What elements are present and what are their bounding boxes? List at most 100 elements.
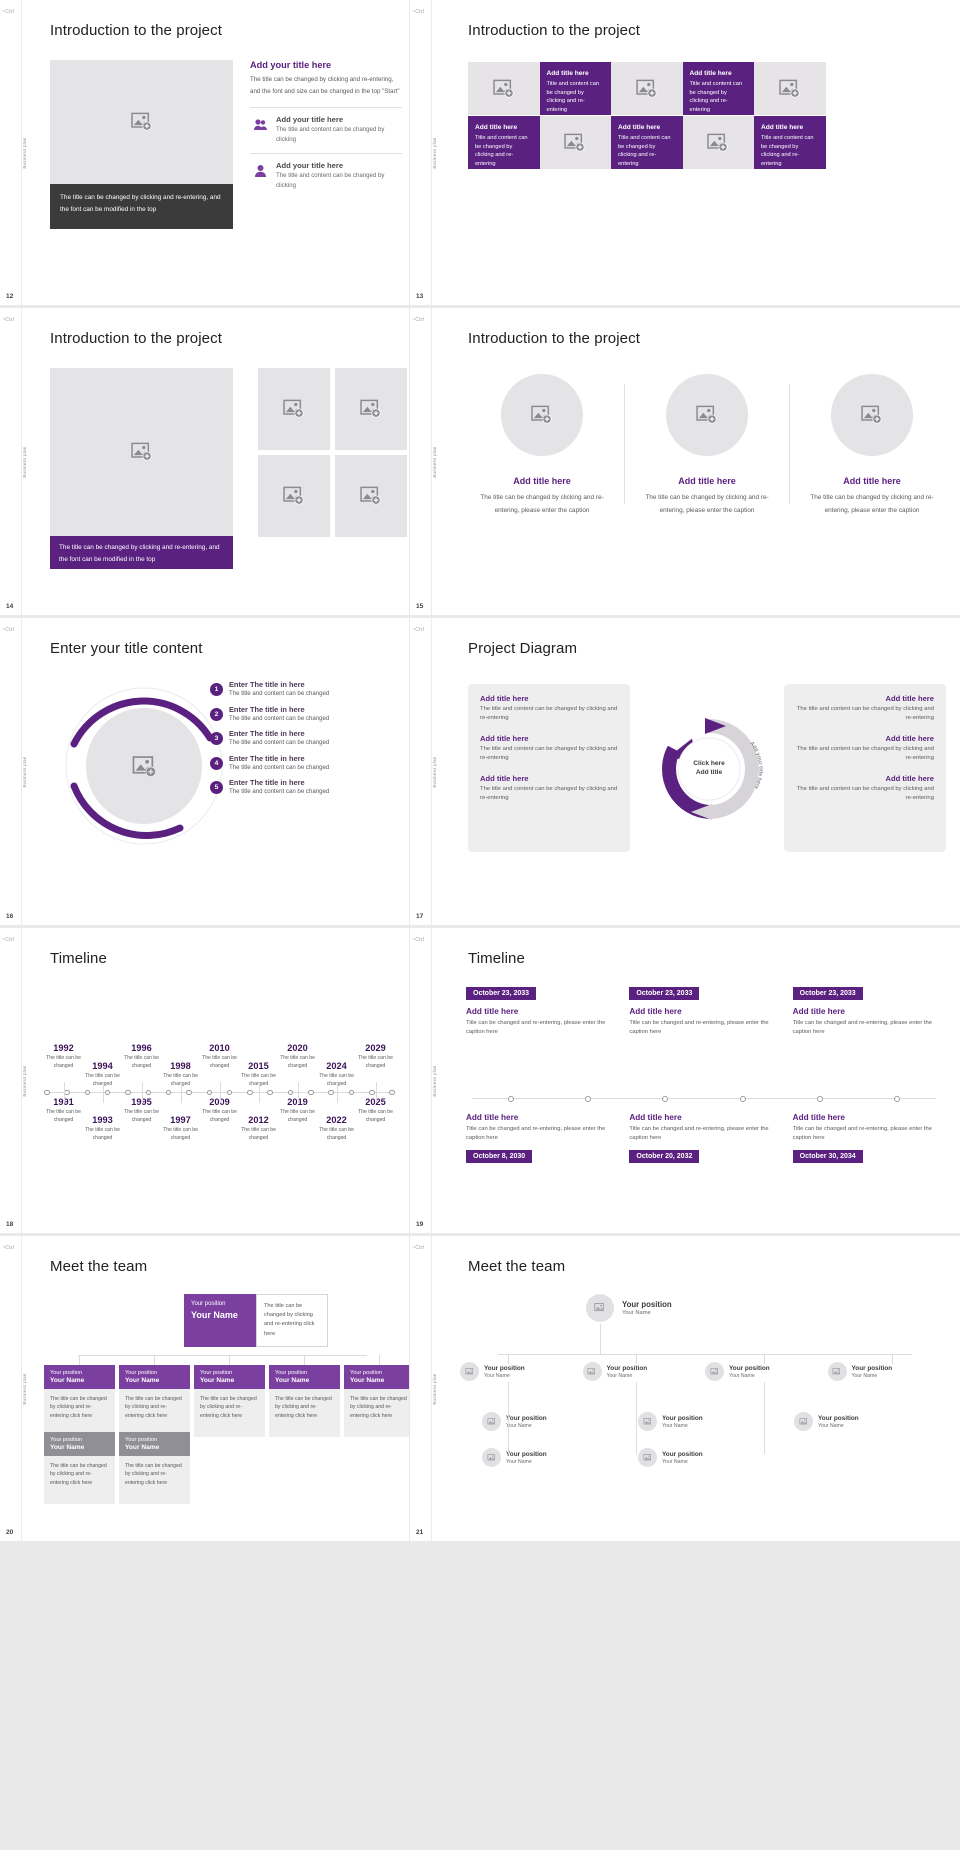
text-block[interactable]: Add title here The title and content can …: [796, 774, 934, 804]
timeline-card[interactable]: Add title here Title can be changed and …: [792, 1106, 942, 1163]
timeline-dot[interactable]: [507, 1095, 514, 1102]
image-placeholder-small[interactable]: [335, 368, 407, 450]
image-placeholder[interactable]: [539, 116, 611, 169]
org-card[interactable]: Your position Your Name The title can be …: [269, 1365, 340, 1437]
timeline-dot[interactable]: [186, 1089, 192, 1096]
text-block[interactable]: Add title here The title and content can …: [480, 734, 618, 764]
org-node[interactable]: Your position Your Name: [582, 1362, 706, 1381]
feature-row[interactable]: Add your title here The title and conten…: [250, 106, 402, 145]
timeline-event[interactable]: 1993 The title can be changed: [83, 1088, 122, 1142]
slide-thumbnail-18[interactable]: ~Ctrl Business plan Timeline 1992 The tit…: [0, 928, 409, 1233]
timeline-card[interactable]: Add title here Title can be changed and …: [466, 1106, 615, 1163]
timeline-dot[interactable]: [369, 1089, 375, 1096]
image-placeholder-small[interactable]: [258, 368, 330, 450]
timeline-card[interactable]: Add title here Title can be changed and …: [629, 1106, 778, 1163]
timeline-dot[interactable]: [584, 1095, 591, 1102]
slide-thumbnail-17[interactable]: ~Ctrl Business plan Project Diagram Add …: [410, 618, 960, 925]
org-card[interactable]: Your position Your Name The title can be …: [119, 1432, 190, 1504]
image-placeholder-circle[interactable]: [501, 374, 583, 456]
feature-row[interactable]: Add your title here The title and conten…: [250, 152, 402, 191]
org-node[interactable]: Your position Your Name: [638, 1412, 794, 1431]
timeline-event[interactable]: 1991 The title can be changed: [44, 1088, 83, 1124]
org-node[interactable]: Your position Your Name: [794, 1412, 950, 1431]
text-tile[interactable]: Add title here Title and content can be c…: [682, 62, 754, 115]
image-placeholder-small[interactable]: [335, 455, 407, 537]
timeline-dot[interactable]: [816, 1095, 823, 1102]
list-item[interactable]: 1 Enter The title in here The title and …: [210, 680, 405, 697]
timeline-dot[interactable]: [247, 1089, 253, 1096]
timeline-event[interactable]: 2010 The title can be changed: [200, 1043, 239, 1096]
timeline-card[interactable]: October 23, 2033 Add title here Title ca…: [629, 982, 778, 1037]
image-placeholder[interactable]: [754, 62, 826, 115]
org-head[interactable]: Your position Your Name: [586, 1294, 672, 1322]
timeline-event[interactable]: 2022 The title can be changed: [317, 1088, 356, 1142]
org-node[interactable]: Your position Your Name: [827, 1362, 951, 1381]
timeline-card[interactable]: October 23, 2033 Add title here Title ca…: [792, 982, 942, 1037]
timeline-event[interactable]: 2020 The title can be changed: [278, 1043, 317, 1096]
timeline-card[interactable]: October 23, 2033 Add title here Title ca…: [466, 982, 615, 1037]
timeline-dot[interactable]: [308, 1089, 314, 1096]
image-placeholder-small[interactable]: [258, 455, 330, 537]
timeline-dot[interactable]: [44, 1089, 50, 1096]
org-card[interactable]: Your position Your Name The title can be …: [344, 1365, 409, 1437]
timeline-dot[interactable]: [328, 1089, 334, 1096]
timeline-dot[interactable]: [125, 1089, 131, 1096]
timeline-event[interactable]: 2019 The title can be changed: [278, 1088, 317, 1124]
image-placeholder-large[interactable]: [50, 368, 233, 536]
image-placeholder[interactable]: [611, 62, 683, 115]
slide-thumbnail-13[interactable]: ~Ctrl Business plan Introduction to the …: [410, 0, 960, 305]
timeline-dot[interactable]: [348, 1089, 355, 1096]
image-placeholder[interactable]: [50, 60, 233, 184]
timeline-event[interactable]: 1995 The title can be changed: [122, 1088, 161, 1124]
slide-thumbnail-15[interactable]: ~Ctrl Business plan Introduction to the …: [410, 308, 960, 615]
text-block[interactable]: Add title here The title and content can …: [480, 774, 618, 804]
slide-thumbnail-21[interactable]: ~Ctrl Business plan Meet the team Your p…: [410, 1236, 960, 1541]
org-card[interactable]: Your position Your Name The title can be …: [119, 1365, 190, 1437]
list-item[interactable]: 2 Enter The title in here The title and …: [210, 705, 405, 722]
org-node[interactable]: Your position Your Name: [482, 1412, 638, 1431]
org-node[interactable]: Your position Your Name: [638, 1448, 794, 1467]
timeline-dot[interactable]: [165, 1089, 172, 1096]
timeline-event[interactable]: 2012 The title can be changed: [239, 1088, 278, 1142]
list-item[interactable]: 4 Enter The title in here The title and …: [210, 754, 405, 771]
timeline-dot[interactable]: [894, 1095, 901, 1102]
timeline-dot[interactable]: [206, 1089, 212, 1096]
timeline-dot[interactable]: [739, 1095, 746, 1102]
timeline-event[interactable]: 1992 The title can be changed: [44, 1043, 83, 1096]
org-card[interactable]: Your position Your Name The title can be …: [44, 1432, 115, 1504]
image-placeholder-circle[interactable]: [666, 374, 748, 456]
org-node[interactable]: Your position Your Name: [460, 1362, 583, 1381]
list-item[interactable]: 3 Enter The title in here The title and …: [210, 729, 405, 746]
org-card[interactable]: Your position Your Name The title can be …: [194, 1365, 265, 1437]
timeline-event[interactable]: 2029 The title can be changed: [356, 1043, 395, 1096]
timeline-dot[interactable]: [64, 1089, 70, 1096]
timeline-event[interactable]: 1997 The title can be changed: [161, 1088, 200, 1142]
image-placeholder-circle[interactable]: [831, 374, 913, 456]
text-tile[interactable]: Add title here Title and content can be c…: [539, 62, 611, 115]
text-tile[interactable]: Add title here Title and content can be c…: [468, 116, 540, 169]
timeline-dot[interactable]: [104, 1089, 111, 1096]
text-block[interactable]: Add title here The title and content can …: [796, 734, 934, 764]
org-node[interactable]: Your position Your Name: [482, 1448, 638, 1467]
text-block[interactable]: Add title here The title and content can …: [480, 694, 618, 724]
timeline-dot[interactable]: [662, 1095, 669, 1102]
org-card[interactable]: Your position Your Name The title can be …: [44, 1365, 115, 1437]
timeline-dot[interactable]: [226, 1089, 233, 1096]
org-node[interactable]: Your position Your Name: [705, 1362, 828, 1381]
list-item[interactable]: 5 Enter The title in here The title and …: [210, 778, 405, 795]
slide-thumbnail-16[interactable]: ~Ctrl Business plan Enter your title con…: [0, 618, 409, 925]
timeline-event[interactable]: 1996 The title can be changed: [122, 1043, 161, 1096]
timeline-event[interactable]: 2009 The title can be changed: [200, 1088, 239, 1124]
org-head-card[interactable]: Your position Your Name: [184, 1294, 256, 1347]
timeline-dot[interactable]: [84, 1089, 91, 1096]
slide-thumbnail-12[interactable]: ~Ctrl Business plan Introduction to the …: [0, 0, 409, 305]
image-placeholder[interactable]: [682, 116, 754, 169]
text-block[interactable]: Add title here The title and content can …: [796, 694, 934, 724]
timeline-event[interactable]: 2025 The title can be changed: [356, 1088, 395, 1124]
text-tile[interactable]: Add title here Title and content can be c…: [611, 116, 683, 169]
timeline-dot[interactable]: [287, 1089, 294, 1096]
